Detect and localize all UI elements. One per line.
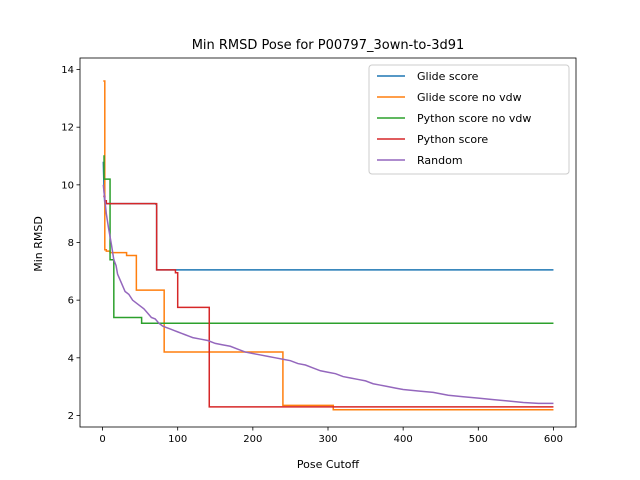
legend-label-3: Python score xyxy=(417,133,488,146)
y-tick-label: 4 xyxy=(68,353,74,364)
y-tick-label: 14 xyxy=(61,65,74,76)
y-tick-label: 12 xyxy=(61,123,74,134)
chart-title: Min RMSD Pose for P00797_3own-to-3d91 xyxy=(192,38,465,53)
legend-box xyxy=(368,64,570,175)
x-axis-label: Pose Cutoff xyxy=(297,458,360,471)
y-tick-label: 2 xyxy=(68,411,74,422)
x-tick-label: 200 xyxy=(243,434,262,445)
y-tick-label: 6 xyxy=(68,296,74,307)
series-line-1 xyxy=(103,80,554,411)
y-axis-label: Min RMSD xyxy=(32,216,45,272)
legend-label-1: Glide score no vdw xyxy=(417,91,522,104)
series-line-4 xyxy=(102,184,554,405)
x-tick-label: 100 xyxy=(168,434,187,445)
series-line-2 xyxy=(103,155,554,324)
y-tick-label: 8 xyxy=(68,238,74,249)
x-tick-label: 400 xyxy=(394,434,413,445)
legend-label-4: Random xyxy=(417,154,463,167)
x-tick-label: 300 xyxy=(318,434,337,445)
y-tick-label: 10 xyxy=(61,180,74,191)
x-tick-label: 0 xyxy=(99,434,105,445)
plot-area: 0 100 200 300 400 500 600 2 4 6 8 10 12 14 xyxy=(61,57,577,445)
x-tick-label: 600 xyxy=(544,434,563,445)
x-tick-label: 500 xyxy=(469,434,488,445)
legend-label-2: Python score no vdw xyxy=(417,112,531,125)
legend-label-0: Glide score xyxy=(417,70,479,83)
legend: Glide score Glide score no vdw Python scor… xyxy=(368,64,570,175)
